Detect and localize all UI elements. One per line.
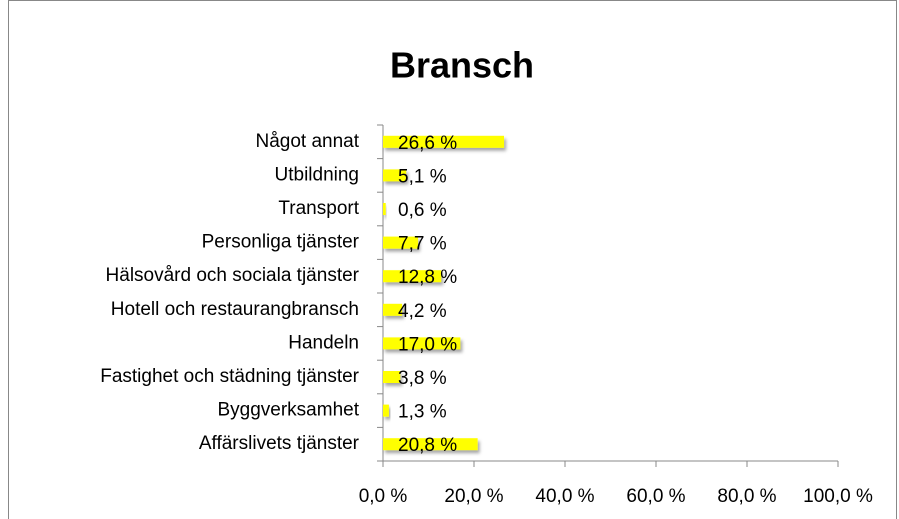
value-label: 17,0 %: [398, 334, 457, 355]
value-label: 4,2 %: [398, 301, 447, 322]
bar: [383, 337, 461, 350]
chart-title: Bransch: [390, 45, 534, 86]
bar: [383, 236, 419, 249]
y-tick-label: Handeln: [288, 332, 359, 353]
bar: [383, 169, 407, 182]
y-tick-label: Personliga tjänster: [202, 232, 360, 253]
x-tick-label: 40,0 %: [535, 486, 594, 507]
value-label: 7,7 %: [398, 234, 447, 255]
bar: [383, 371, 401, 383]
value-label: 3,8 %: [398, 368, 447, 389]
bar: [383, 203, 386, 215]
bar: [383, 438, 478, 451]
y-tick-label: Transport: [278, 198, 359, 219]
y-tick-label: Något annat: [255, 131, 359, 152]
x-tick-label: 60,0 %: [626, 486, 685, 507]
y-tick-label: Hotell och restaurangbransch: [111, 299, 359, 320]
bar: [383, 303, 403, 316]
bar: [383, 135, 505, 148]
y-tick-label: Hälsovård och sociala tjänster: [106, 265, 360, 286]
y-tick-label: Utbildning: [275, 164, 360, 185]
y-tick-label: Fastighet och städning tjänster: [100, 366, 359, 387]
bar: [383, 404, 389, 417]
value-label: 0,6 %: [398, 200, 447, 221]
value-label: 12,8 %: [398, 267, 457, 288]
value-label: 1,3 %: [398, 402, 447, 423]
y-tick-label: Byggverksamhet: [217, 400, 359, 421]
frame: [8, 0, 897, 519]
x-tick-label: 0,0 %: [359, 486, 408, 507]
x-tick-label: 100,0 %: [803, 486, 873, 507]
x-tick-label: 80,0 %: [717, 486, 776, 507]
y-tick-label: Affärslivets tjänster: [199, 433, 360, 454]
bar: [383, 270, 442, 283]
x-tick-label: 20,0 %: [444, 486, 503, 507]
value-label: 26,6 %: [398, 133, 457, 154]
value-label: 20,8 %: [398, 435, 457, 456]
value-label: 5,1 %: [398, 166, 447, 187]
